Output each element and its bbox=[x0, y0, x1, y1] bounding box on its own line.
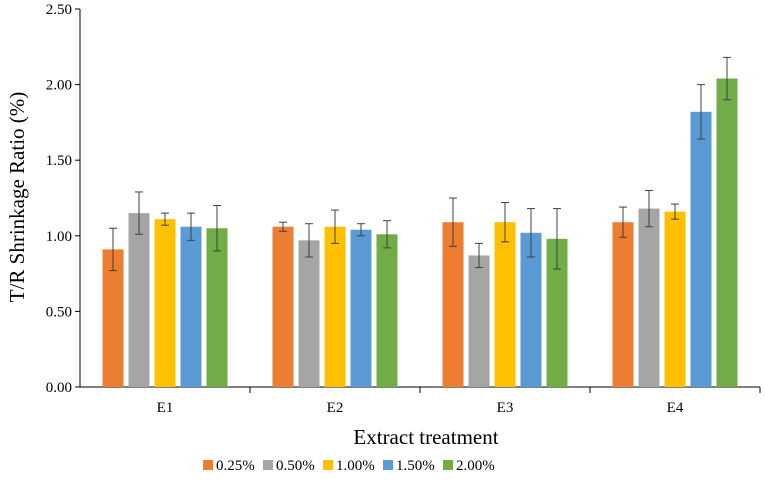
y-tick-label: 0.50 bbox=[46, 304, 72, 320]
legend-swatch bbox=[203, 460, 213, 470]
bar bbox=[272, 226, 294, 387]
legend-swatch bbox=[383, 460, 393, 470]
legend: 0.25% 0.50% 1.00% 1.50% 2.00% bbox=[203, 458, 495, 474]
bar bbox=[180, 226, 202, 387]
x-tick-label: E3 bbox=[497, 400, 514, 416]
bar bbox=[154, 219, 176, 387]
bar bbox=[690, 111, 712, 387]
legend-label: 2.00% bbox=[456, 458, 495, 474]
x-tick-label: E2 bbox=[327, 400, 344, 416]
bar bbox=[546, 238, 568, 387]
legend-swatch bbox=[263, 460, 273, 470]
y-tick-label: 1.50 bbox=[46, 153, 72, 169]
legend-label: 1.50% bbox=[396, 458, 435, 474]
bar bbox=[664, 211, 686, 387]
x-tick-label: E4 bbox=[667, 400, 684, 416]
bar bbox=[324, 226, 346, 387]
y-tick-label: 1.00 bbox=[46, 229, 72, 245]
bar bbox=[298, 240, 320, 387]
bar bbox=[376, 234, 398, 387]
legend-swatch bbox=[443, 460, 453, 470]
bar bbox=[102, 249, 124, 387]
bar bbox=[520, 232, 542, 387]
y-tick-label: 2.00 bbox=[46, 78, 72, 94]
legend-label: 0.25% bbox=[216, 458, 255, 474]
bar bbox=[638, 208, 660, 387]
bar bbox=[206, 228, 228, 387]
y-tick-label: 0.00 bbox=[46, 380, 72, 396]
y-tick-label: 2.50 bbox=[46, 2, 72, 18]
plot-area: 0.00 0.50 1.00 1.50 2.00 2.50 E1 E2 E3 E4 bbox=[46, 2, 761, 416]
legend-swatch bbox=[323, 460, 333, 470]
legend-label: 1.00% bbox=[336, 458, 375, 474]
bar bbox=[494, 222, 516, 387]
bar bbox=[716, 78, 738, 387]
y-axis-title: T/R Shrinkage Ratio (%) bbox=[5, 92, 29, 303]
bar bbox=[468, 255, 490, 387]
bar bbox=[350, 229, 372, 387]
x-axis-title: Extract treatment bbox=[353, 425, 498, 449]
bar bbox=[612, 222, 634, 387]
bar bbox=[442, 222, 464, 387]
x-tick-label: E1 bbox=[157, 400, 174, 416]
legend-label: 0.50% bbox=[276, 458, 315, 474]
bar bbox=[128, 213, 150, 387]
